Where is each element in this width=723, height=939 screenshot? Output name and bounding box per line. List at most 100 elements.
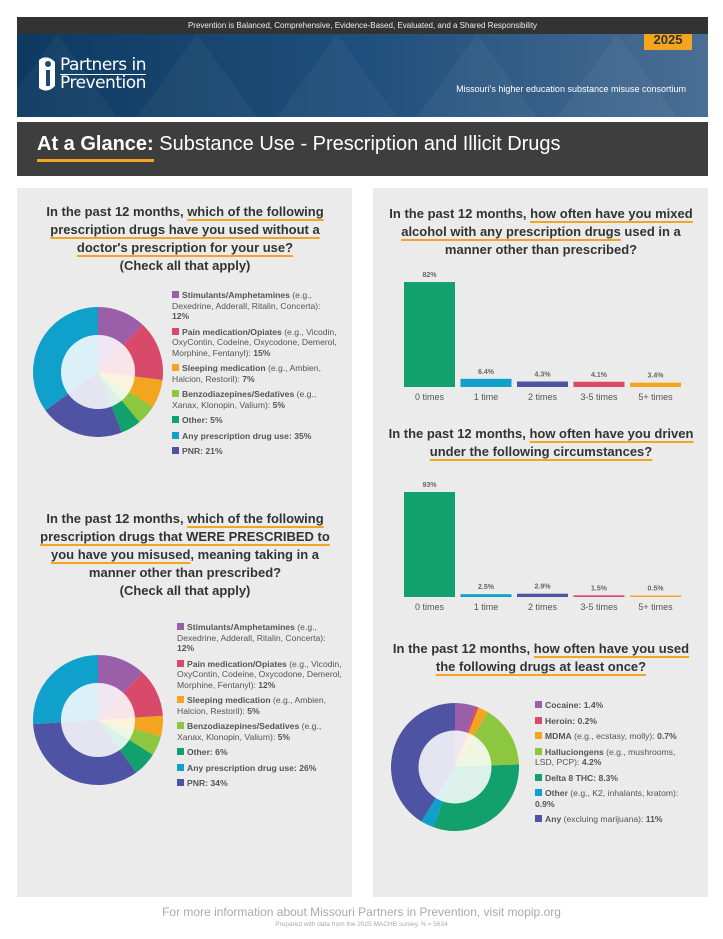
question-4: In the past 12 months, how often have yo… bbox=[388, 426, 694, 459]
inner-slice bbox=[98, 692, 135, 720]
bar-value-label: 4.3% bbox=[535, 371, 552, 378]
legend-value: 5% bbox=[277, 731, 291, 742]
legend-label: PNR: bbox=[187, 778, 211, 788]
legend-item: Pain medication/Opiates (e.g., Vicodin, … bbox=[177, 659, 345, 691]
legend-detail: (e.g., Vicodin, OxyContin, Codeine, Oxyc… bbox=[177, 658, 342, 690]
legend-value: 21% bbox=[205, 446, 223, 456]
bar-category-label: 3-5 times bbox=[580, 392, 618, 402]
legend-label: MDMA bbox=[545, 731, 572, 741]
legend-item: Other: 6% bbox=[177, 747, 345, 758]
legend-value: 8.3% bbox=[598, 772, 619, 783]
bar-category-label: 0 times bbox=[415, 602, 445, 612]
legend-item: Other (e.g., K2, inhalants, kratom): 0.9… bbox=[535, 788, 695, 809]
legend-value: 11% bbox=[645, 814, 663, 824]
footer-note: Prepared with data from the 2025 MACHB s… bbox=[275, 921, 448, 928]
legend-label: Benzodiazepines/Sedatives bbox=[187, 721, 300, 731]
legend-item: Any prescription drug use: 26% bbox=[177, 763, 345, 774]
inner-slice bbox=[98, 344, 136, 377]
inner-slice bbox=[98, 372, 135, 392]
legend-label: Delta 8 THC: bbox=[545, 772, 599, 783]
inner-slice bbox=[435, 767, 455, 802]
bar-value-label: 4.1% bbox=[591, 372, 608, 379]
header-subtitle: Missouri's higher education substance mi… bbox=[456, 84, 686, 94]
legend-detail: (e.g., Xanax, Klonopin, Valium): bbox=[172, 389, 317, 410]
bar bbox=[517, 381, 568, 387]
inner-slice bbox=[455, 730, 467, 767]
donut-chart-1 bbox=[33, 307, 163, 437]
legend-detail: (e.g., Dexedrine, Adderall, Ritalin, Con… bbox=[177, 622, 326, 643]
bar-value-label: 93% bbox=[422, 482, 437, 489]
legend-item: Benzodiazepines/Sedatives (e.g., Xanax, … bbox=[172, 389, 340, 410]
donut-chart-2 bbox=[33, 655, 163, 785]
legend-item: Stimulants/Amphetamines (e.g., Dexedrine… bbox=[172, 290, 340, 322]
legend-detail: (e.g., Dexedrine, Adderall, Ritalin, Con… bbox=[172, 290, 321, 311]
legend-label: Other bbox=[545, 788, 568, 798]
legend-value: 7% bbox=[242, 373, 255, 384]
legend-value: 0.9% bbox=[535, 798, 555, 809]
legend-label: Sleeping medication bbox=[182, 363, 266, 373]
legend-item: Cocaine: 1.4% bbox=[535, 700, 695, 711]
bar bbox=[573, 381, 625, 387]
logo-mark-icon bbox=[39, 57, 55, 91]
page-title: At a Glance: Substance Use - Prescriptio… bbox=[17, 122, 708, 176]
title-rest: Substance Use - Prescription and Illicit… bbox=[153, 133, 561, 155]
legend-item: Delta 8 THC: 8.3% bbox=[535, 773, 695, 784]
legend-label: Halluciongens bbox=[545, 746, 604, 757]
legend-detail: (e.g., Xanax, Klonopin, Valium): bbox=[177, 721, 322, 742]
legend-3: Cocaine: 1.4% Heroin: 0.2% MDMA (e.g., ecs… bbox=[535, 700, 695, 830]
inner-slice bbox=[60, 682, 98, 723]
legend-label: PNR: bbox=[182, 446, 206, 456]
inner-slice bbox=[442, 765, 492, 804]
legend-item: Heroin: 0.2% bbox=[535, 716, 695, 727]
legend-value: 35% bbox=[294, 430, 312, 441]
legend-detail: (e.g., Vicodin, OxyContin, Codeine, Oxyc… bbox=[172, 326, 337, 358]
legend-item: MDMA (e.g., ecstasy, molly): 0.7% bbox=[535, 731, 695, 742]
legend-item: Stimulants/Amphetamines (e.g., Dexedrine… bbox=[177, 622, 345, 654]
legend-value: 15% bbox=[253, 347, 271, 358]
legend-value: 1.4% bbox=[583, 700, 604, 710]
legend-label: Pain medication/Opiates bbox=[182, 326, 282, 337]
legend-swatch bbox=[177, 779, 184, 786]
inner-slice bbox=[455, 732, 469, 767]
inner-slice bbox=[98, 682, 124, 720]
legend-label: Heroin: bbox=[545, 715, 578, 726]
inner-slice bbox=[98, 334, 124, 372]
triangle-pattern bbox=[17, 34, 677, 117]
legend-value: 4.2% bbox=[581, 757, 602, 767]
legend-detail: (e.g., ecstasy, molly): bbox=[571, 731, 658, 741]
legend-swatch bbox=[177, 659, 184, 667]
legend-item: Benzodiazepines/Sedatives (e.g., Xanax, … bbox=[177, 721, 345, 742]
legend-swatch bbox=[177, 696, 184, 703]
legend-swatch bbox=[172, 390, 179, 397]
question-5: In the past 12 months, how often have yo… bbox=[392, 641, 690, 674]
bar bbox=[630, 382, 681, 387]
bar-category-label: 3-5 times bbox=[580, 602, 618, 612]
legend-swatch bbox=[172, 327, 179, 335]
legend-swatch bbox=[177, 748, 184, 755]
inner-slice bbox=[68, 372, 112, 410]
bar bbox=[573, 595, 625, 597]
legend-value: 6% bbox=[215, 747, 228, 757]
bar-category-label: 2 times bbox=[528, 392, 558, 402]
legend-detail: (e.g., Ambien, Halcion, Restoril): bbox=[177, 695, 326, 716]
legend-label: Any prescription drug use: bbox=[182, 430, 295, 441]
legend-item: PNR: 34% bbox=[177, 778, 345, 789]
bar-value-label: 2.9% bbox=[535, 584, 552, 591]
legend-swatch bbox=[172, 291, 179, 298]
legend-label: Other: bbox=[187, 747, 216, 757]
legend-swatch bbox=[535, 701, 542, 708]
bar-value-label: 1.5% bbox=[591, 585, 608, 592]
legend-detail: (e.g., Ambien, Halcion, Restoril): bbox=[172, 363, 321, 384]
bar-chart-driven: 93% 0 times 2.5% 1 time 2.9% 2 times 1.5% 3-5 t… bbox=[404, 482, 681, 612]
legend-detail: (e.g., K2, inhalants, kratom): bbox=[567, 788, 679, 798]
bar-chart-mixed-alcohol: 82% 0 times 6.4% 1 time 4.3% 2 times 4.1% 3-5 t… bbox=[404, 272, 681, 402]
inner-slice bbox=[61, 720, 120, 758]
inner-slice bbox=[98, 720, 130, 750]
legend-swatch bbox=[172, 447, 179, 454]
legend-value: 5% bbox=[210, 415, 223, 425]
bar-value-label: 0.5% bbox=[648, 586, 665, 593]
legend-item: Any prescription drug use: 35% bbox=[172, 431, 340, 442]
inner-slice bbox=[455, 735, 492, 767]
bar bbox=[460, 378, 512, 387]
legend-value: 0.7% bbox=[657, 731, 677, 741]
